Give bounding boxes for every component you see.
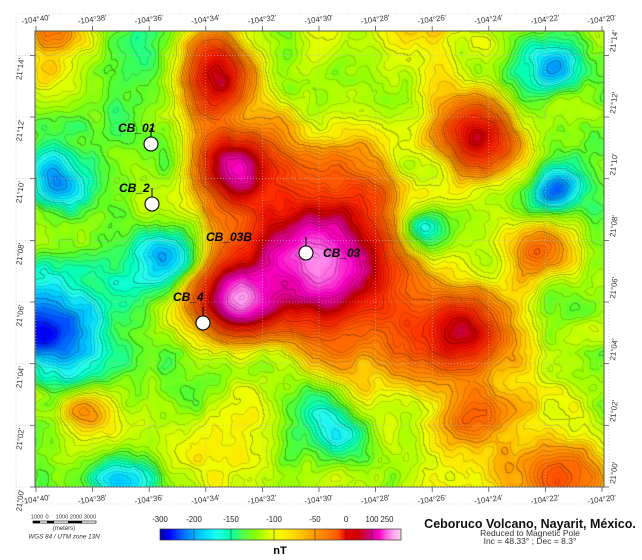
svg-text:-104°32': -104°32'	[247, 13, 277, 26]
svg-text:-104°40': -104°40'	[21, 13, 51, 26]
svg-text:21°10': 21°10'	[14, 180, 26, 203]
svg-text:21°12': 21°12'	[14, 119, 26, 142]
svg-text:-104°26': -104°26'	[417, 493, 447, 506]
svg-text:-150: -150	[223, 515, 239, 524]
svg-text:-104°28': -104°28'	[360, 13, 390, 26]
svg-text:CB_03: CB_03	[323, 246, 361, 260]
svg-text:21°06': 21°06'	[14, 304, 26, 327]
svg-text:-104°30': -104°30'	[304, 13, 334, 26]
svg-text:21°14': 21°14'	[14, 57, 26, 80]
svg-text:-50: -50	[309, 515, 321, 524]
svg-text:3000: 3000	[84, 515, 96, 521]
svg-text:21°02': 21°02'	[608, 399, 620, 422]
svg-text:21°08': 21°08'	[608, 214, 620, 237]
svg-text:100: 100	[365, 515, 379, 524]
svg-text:0: 0	[344, 515, 349, 524]
svg-text:WGS 84 / UTM zone 13N: WGS 84 / UTM zone 13N	[28, 534, 100, 541]
svg-text:21°04': 21°04'	[14, 365, 26, 388]
svg-text:21°06': 21°06'	[608, 276, 620, 299]
svg-text:21°10': 21°10'	[608, 153, 620, 176]
svg-text:nT: nT	[273, 545, 287, 557]
svg-text:21°12': 21°12'	[608, 91, 620, 114]
svg-text:-104°36': -104°36'	[134, 13, 164, 26]
svg-text:-104°38': -104°38'	[77, 13, 107, 26]
svg-text:-104°26': -104°26'	[417, 13, 447, 26]
svg-text:CB_4: CB_4	[173, 290, 204, 304]
svg-text:21°14': 21°14'	[608, 29, 620, 52]
svg-text:-100: -100	[266, 515, 282, 524]
svg-text:21°04': 21°04'	[608, 338, 620, 361]
svg-text:-104°34': -104°34'	[191, 13, 221, 26]
svg-text:-104°20': -104°20'	[587, 493, 617, 506]
svg-text:-200: -200	[186, 515, 202, 524]
svg-text:-104°22': -104°22'	[530, 13, 560, 26]
svg-text:1000: 1000	[31, 515, 43, 521]
svg-text:21°00': 21°00'	[14, 489, 26, 512]
svg-text:-300: -300	[152, 515, 168, 524]
svg-text:-104°20': -104°20'	[587, 13, 617, 26]
svg-text:-104°24': -104°24'	[474, 13, 504, 26]
svg-text:(meters): (meters)	[53, 526, 75, 532]
svg-text:250: 250	[380, 515, 394, 524]
svg-text:0: 0	[45, 515, 48, 521]
svg-text:CB_03B: CB_03B	[206, 230, 252, 244]
svg-text:-104°34': -104°34'	[191, 493, 221, 506]
svg-text:Inc = 48.33° ; Dec = 8.3°: Inc = 48.33° ; Dec = 8.3°	[484, 536, 577, 546]
svg-text:21°02': 21°02'	[14, 427, 26, 450]
svg-text:21°08': 21°08'	[14, 242, 26, 265]
svg-text:CB_2: CB_2	[119, 181, 150, 195]
svg-text:CB_01: CB_01	[118, 121, 156, 135]
svg-text:21°00': 21°00'	[608, 461, 620, 484]
svg-text:2000: 2000	[70, 515, 82, 521]
svg-text:1000: 1000	[56, 515, 68, 521]
